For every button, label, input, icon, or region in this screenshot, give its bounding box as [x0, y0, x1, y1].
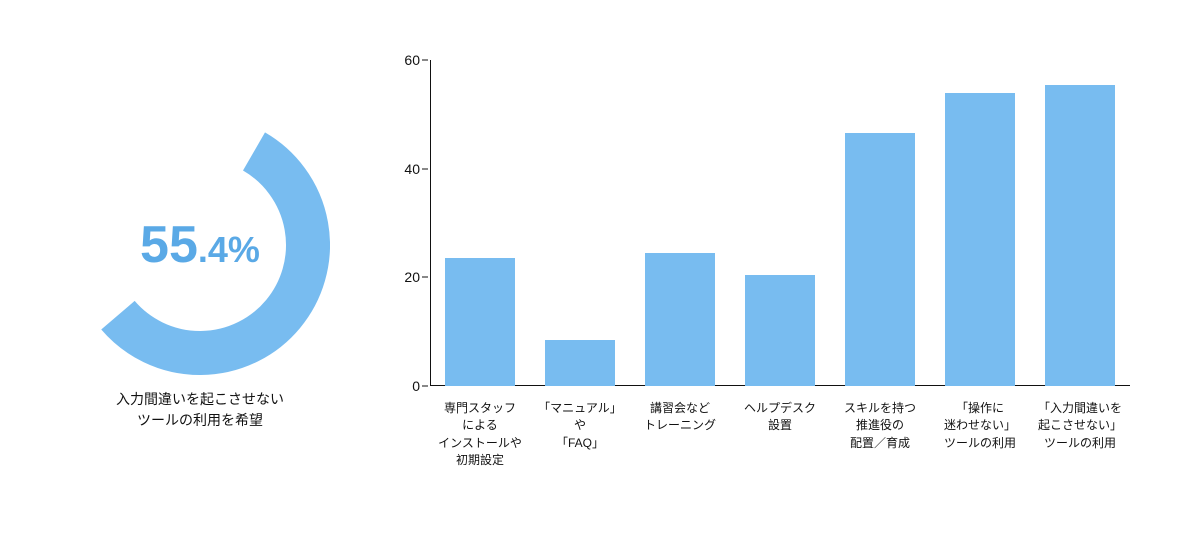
y-tick-mark — [422, 277, 428, 278]
y-tick-label: 40 — [380, 161, 420, 177]
y-tick-mark — [422, 168, 428, 169]
bar — [945, 93, 1015, 386]
page: 55.4% 入力間違いを起こさせない ツールの利用を希望 0 20 40 60 専門ス… — [0, 0, 1200, 546]
bar — [745, 275, 815, 386]
bar-cell — [1030, 60, 1130, 386]
plot-area — [430, 60, 1130, 386]
bar-chart-panel: 0 20 40 60 専門スタッフ による インストールや 初期設定「マニュアル」 や… — [360, 20, 1160, 526]
bar-chart: 0 20 40 60 専門スタッフ による インストールや 初期設定「マニュアル」 や… — [380, 50, 1140, 506]
bar-cell — [730, 60, 830, 386]
bar-cell — [530, 60, 630, 386]
bar-cell — [430, 60, 530, 386]
bar — [645, 253, 715, 386]
x-label: 「マニュアル」 や 「FAQ」 — [530, 394, 630, 506]
bar — [845, 133, 915, 386]
y-tick-mark — [422, 60, 428, 61]
y-axis: 0204060 — [380, 60, 430, 386]
x-label: ヘルプデスク 設置 — [730, 394, 830, 506]
bar-cell — [630, 60, 730, 386]
x-label: 専門スタッフ による インストールや 初期設定 — [430, 394, 530, 506]
bar — [1045, 85, 1115, 386]
bar — [445, 258, 515, 386]
y-tick-label: 60 — [380, 52, 420, 68]
y-tick-label: 20 — [380, 269, 420, 285]
x-label: 「操作に 迷わせない」 ツールの利用 — [930, 394, 1030, 506]
x-label: 講習会など トレーニング — [630, 394, 730, 506]
y-tick-label: 0 — [380, 378, 420, 394]
donut-svg — [70, 115, 330, 375]
x-label: スキルを持つ 推進役の 配置／育成 — [830, 394, 930, 506]
bar-cell — [830, 60, 930, 386]
x-labels: 専門スタッフ による インストールや 初期設定「マニュアル」 や 「FAQ」講習… — [430, 394, 1130, 506]
donut-arc — [118, 151, 308, 353]
bar — [545, 340, 615, 386]
donut-chart: 55.4% — [70, 115, 330, 375]
bar-cell — [930, 60, 1030, 386]
bars-row — [430, 60, 1130, 386]
x-label: 「入力間違いを 起こさせない」 ツールの利用 — [1030, 394, 1130, 506]
y-tick-mark — [422, 386, 428, 387]
donut-caption: 入力間違いを起こさせない ツールの利用を希望 — [116, 389, 284, 431]
donut-panel: 55.4% 入力間違いを起こさせない ツールの利用を希望 — [40, 115, 360, 431]
